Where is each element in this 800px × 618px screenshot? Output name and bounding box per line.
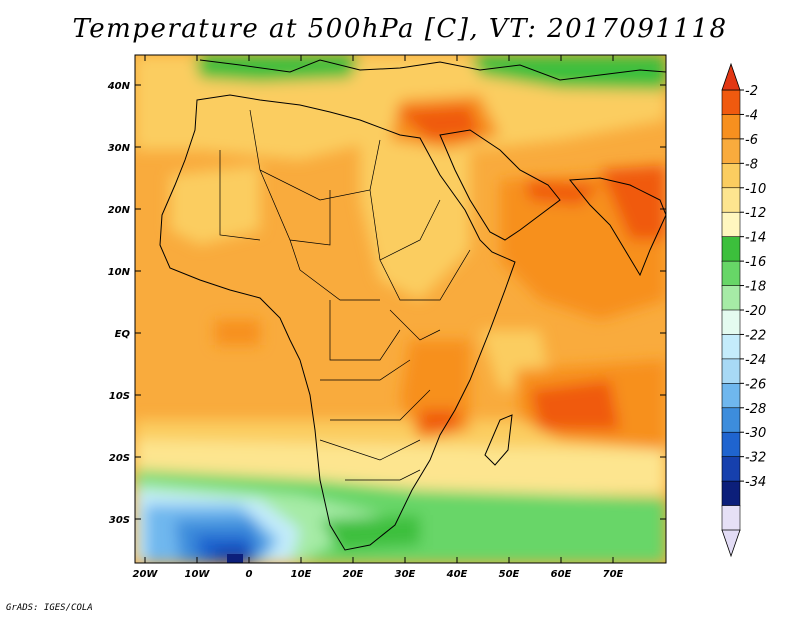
- colorbar-label: -6: [745, 133, 758, 148]
- lat-tick-label: 40N: [107, 81, 131, 92]
- lat-tick-label: 20S: [109, 453, 130, 464]
- colorbar-swatch: [721, 187, 741, 214]
- colorbar-swatch: [721, 334, 741, 360]
- colorbar-label: -14: [745, 231, 766, 246]
- colorbar-swatch: [721, 358, 741, 385]
- arabia-coastline: [439, 129, 561, 241]
- colorbar-label: -12: [745, 206, 766, 221]
- colorbar-label: -10: [745, 182, 766, 197]
- colorbar-swatch: [721, 89, 741, 116]
- colorbar-swatch: [721, 480, 741, 507]
- national-borders: [219, 109, 471, 481]
- lon-tick-label: 0: [246, 569, 253, 580]
- lat-tick-label: 20N: [108, 205, 131, 216]
- colorbar-label: -4: [745, 108, 758, 123]
- colorbar-swatch: [721, 407, 741, 434]
- lat-tick-label: 30S: [109, 515, 130, 526]
- colorbar: -2 -4 -6 -8 -10 -12 -14 -16 -18 -20 -22 -24 -26 -28 -3…: [721, 62, 766, 558]
- africa-coastline: [159, 94, 516, 551]
- colorbar-swatch: [721, 456, 741, 482]
- colorbar-swatch: [721, 505, 741, 531]
- colorbar-swatch: [721, 236, 741, 262]
- lon-tick-label: 70E: [603, 569, 624, 580]
- lon-tick-label: 50E: [499, 569, 520, 580]
- coastlines: [159, 59, 666, 551]
- lon-tick-label: 20E: [343, 569, 364, 580]
- colorbar-swatch: [721, 431, 741, 458]
- colorbar-label: -24: [745, 353, 766, 368]
- madagascar-coastline: [484, 414, 513, 466]
- colorbar-swatch: [721, 309, 741, 336]
- colorbar-label: -22: [745, 328, 766, 343]
- colorbar-label: -18: [745, 280, 766, 295]
- colorbar-label: -26: [745, 377, 766, 392]
- colorbar-label: -8: [745, 157, 758, 172]
- colorbar-label: -34: [745, 475, 766, 490]
- colorbar-label: -16: [745, 255, 766, 270]
- longitude-axis: 20W 10W 0 10E 20E 30E 40E 50E 60E 70E: [133, 55, 624, 580]
- colorbar-label: -28: [745, 402, 766, 417]
- lon-tick-label: 10E: [291, 569, 312, 580]
- colorbar-label: -32: [745, 451, 766, 466]
- map-frame: [134, 54, 667, 564]
- map-title: Temperature at 500hPa [C], VT: 201709111…: [72, 14, 728, 44]
- lat-tick-label: EQ: [115, 329, 131, 340]
- colorbar-swatch: [721, 163, 741, 189]
- lon-tick-label: 10W: [185, 569, 211, 580]
- lat-tick-label: 10S: [109, 391, 130, 402]
- lon-tick-label: 60E: [551, 569, 572, 580]
- colorbar-swatch: [721, 114, 741, 140]
- temperature-field: [135, 55, 666, 563]
- europe-coastline: [199, 59, 666, 81]
- latitude-axis: 40N 30N 20N 10N EQ 10S 20S 30S: [107, 81, 666, 526]
- colorbar-bottom-arrow: [721, 529, 741, 558]
- lon-tick-label: 40E: [446, 569, 468, 580]
- lat-tick-label: 30N: [108, 143, 131, 154]
- grads-credit: GrADS: IGES/COLA: [6, 603, 93, 613]
- lat-tick-label: 10N: [108, 267, 131, 278]
- colorbar-label: -2: [745, 84, 758, 99]
- colorbar-swatch: [721, 285, 741, 311]
- colorbar-swatch: [721, 383, 741, 409]
- lon-tick-label: 30E: [395, 569, 416, 580]
- colorbar-label: -30: [745, 426, 766, 441]
- colorbar-top-arrow: [721, 62, 741, 91]
- colorbar-swatch: [721, 211, 741, 238]
- lon-tick-label: 20W: [133, 569, 159, 580]
- colorbar-swatch: [721, 138, 741, 165]
- colorbar-swatch: [721, 260, 741, 287]
- colorbar-label: -20: [745, 304, 766, 319]
- india-coastline: [569, 177, 666, 277]
